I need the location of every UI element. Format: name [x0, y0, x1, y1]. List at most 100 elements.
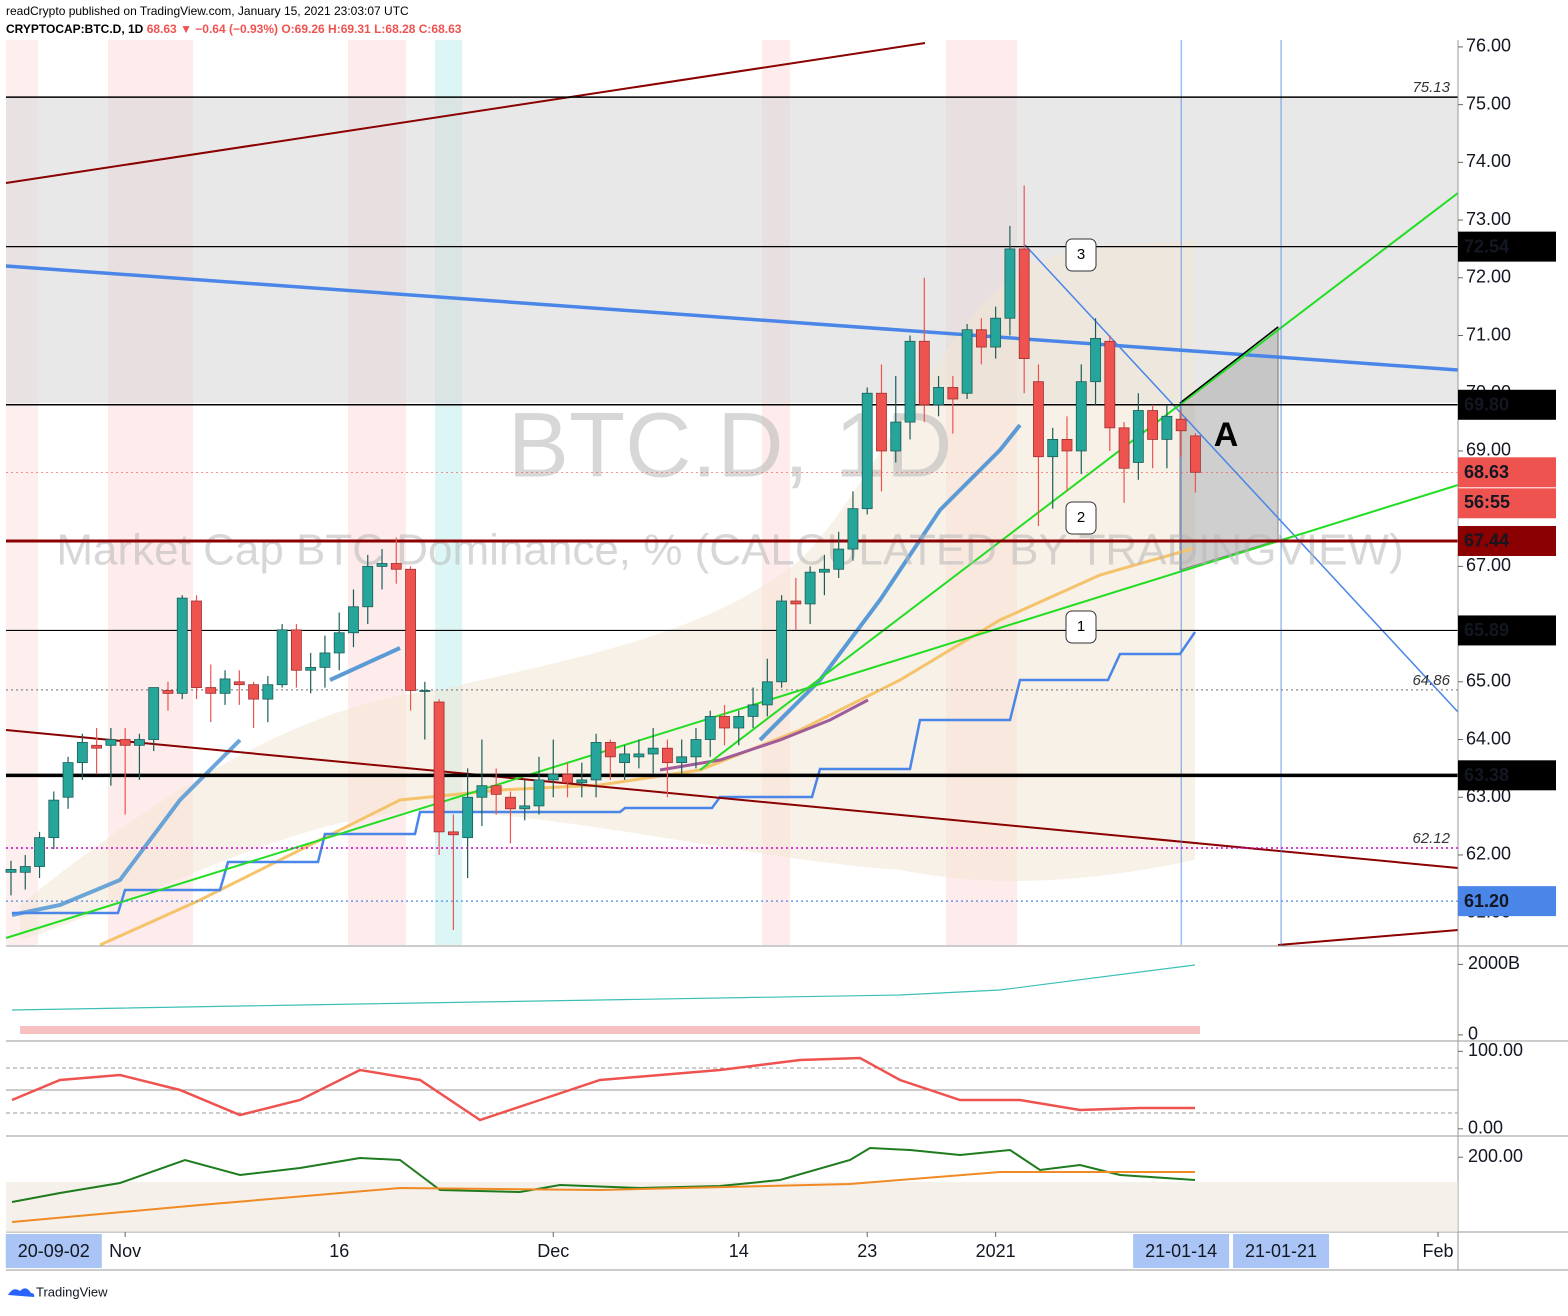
- level-label: 61.20: [1464, 891, 1509, 911]
- candle-body: [419, 690, 431, 692]
- candle-body: [918, 340, 930, 406]
- published-line: readCrypto published on TradingView.com,…: [6, 4, 409, 18]
- countdown: 56:55: [1464, 492, 1510, 512]
- marker-label: 21-01-21: [1245, 1241, 1317, 1261]
- candle-body: [462, 796, 474, 839]
- countdown-box: [1458, 488, 1556, 519]
- candle-body: [376, 563, 388, 567]
- x-tick-label: Nov: [109, 1241, 141, 1261]
- candle-body: [1018, 248, 1030, 359]
- footer-logo: TradingView: [8, 1284, 108, 1299]
- candle-body: [1147, 410, 1159, 440]
- pane-tick-label: 200.00: [1468, 1146, 1523, 1166]
- candle-body: [947, 387, 959, 400]
- candle-body: [490, 785, 502, 795]
- candle-body: [19, 866, 31, 873]
- y-tick-label: 69.00: [1466, 440, 1511, 460]
- x-tick-label: 16: [329, 1241, 349, 1261]
- candle-body: [975, 329, 987, 348]
- level-box: [1458, 760, 1556, 791]
- candle-body: [48, 799, 60, 839]
- pane-frames: [6, 40, 1568, 1271]
- candle-body: [348, 606, 359, 634]
- level-label: 75.13: [1412, 79, 1450, 96]
- candle-body: [476, 785, 488, 798]
- candle-body: [890, 421, 902, 452]
- candle-body: [290, 629, 302, 671]
- annotation: 3: [1077, 246, 1085, 263]
- level-label: 68.63: [1464, 462, 1509, 482]
- candle-body: [704, 716, 716, 740]
- candle-body: [248, 684, 259, 700]
- level-box: [1458, 886, 1556, 917]
- candle-body: [662, 747, 673, 764]
- candle-body: [219, 678, 231, 694]
- candle-body: [819, 568, 830, 573]
- candle-body: [876, 392, 887, 452]
- candle-body: [1047, 439, 1059, 458]
- candle-body: [390, 563, 402, 570]
- candle-body: [619, 753, 631, 764]
- y-tick-label: 63.00: [1466, 786, 1511, 806]
- level-box: [1458, 525, 1556, 556]
- candle-body: [833, 548, 845, 570]
- candle-body: [590, 742, 602, 781]
- candle-body: [804, 571, 816, 605]
- y-tick-label: 71.00: [1466, 324, 1511, 344]
- candle-body: [205, 687, 217, 694]
- level-box: [1458, 231, 1556, 262]
- candle-body: [519, 805, 531, 810]
- candle-body: [1118, 427, 1130, 469]
- candle-body: [233, 681, 245, 686]
- candle-body: [5, 868, 17, 873]
- level-label: 65.89: [1464, 620, 1509, 640]
- candle-body: [904, 340, 916, 423]
- pane-tick-label: 0.00: [1468, 1118, 1503, 1138]
- y-tick-label: 64.00: [1466, 728, 1511, 748]
- level-label: 62.12: [1412, 830, 1450, 847]
- candle-body: [690, 739, 702, 758]
- candle-body: [719, 716, 730, 729]
- candle-body: [776, 600, 787, 683]
- y-tick-label: 75.00: [1466, 93, 1511, 113]
- candle-body: [76, 742, 88, 764]
- candle-body: [305, 666, 317, 671]
- candle-body: [647, 747, 659, 755]
- header-line: CRYPTOCAP:BTC.D, 1D 68.63 ▼ −0.64 (−0.93…: [6, 22, 462, 36]
- marker-label: 20-09-02: [18, 1241, 90, 1261]
- y-tick-label: 73.00: [1466, 209, 1511, 229]
- x-tick-label: Dec: [537, 1241, 569, 1261]
- candle-body: [91, 744, 103, 749]
- candle-body: [333, 632, 345, 654]
- level-label: 72.54: [1464, 236, 1509, 256]
- x-tick-label: 14: [729, 1241, 749, 1261]
- y-tick-label: 72.00: [1466, 267, 1511, 287]
- level-label: 63.38: [1464, 765, 1509, 785]
- y-tick-label: 74.00: [1466, 151, 1511, 171]
- candle-body: [676, 756, 688, 764]
- candle-body: [1004, 248, 1016, 319]
- candle-body: [134, 739, 145, 746]
- pane-tick-label: 100.00: [1468, 1040, 1523, 1060]
- y-tick-label: 67.00: [1466, 555, 1511, 575]
- candle-body: [405, 568, 416, 691]
- candle-body: [533, 779, 545, 807]
- candle-body: [547, 773, 559, 781]
- pane-tick-label: 0: [1468, 1024, 1478, 1044]
- candle-body: [961, 329, 973, 394]
- y-tick-label: 65.00: [1466, 671, 1511, 691]
- candle-body: [176, 597, 188, 694]
- x-tick-label: Feb: [1423, 1241, 1454, 1261]
- candle-body: [990, 317, 1002, 348]
- candle-body: [276, 629, 288, 686]
- candle-body: [733, 716, 745, 729]
- candle-body: [505, 796, 516, 810]
- level-box: [1458, 457, 1556, 488]
- candle-body: [861, 392, 873, 510]
- y-tick-label: 62.00: [1466, 844, 1511, 864]
- candle-body: [162, 690, 174, 694]
- symbol: CRYPTOCAP:BTC.D, 1D: [6, 22, 144, 36]
- candle-body: [105, 739, 117, 746]
- candle-body: [1175, 418, 1187, 432]
- marker-box: [5, 1234, 102, 1268]
